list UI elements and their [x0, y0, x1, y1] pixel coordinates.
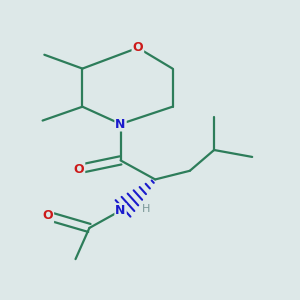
Text: H: H [142, 204, 151, 214]
Text: N: N [116, 204, 126, 217]
Text: O: O [43, 209, 53, 222]
Text: N: N [116, 118, 126, 130]
Text: O: O [74, 163, 84, 176]
Text: O: O [133, 41, 143, 54]
